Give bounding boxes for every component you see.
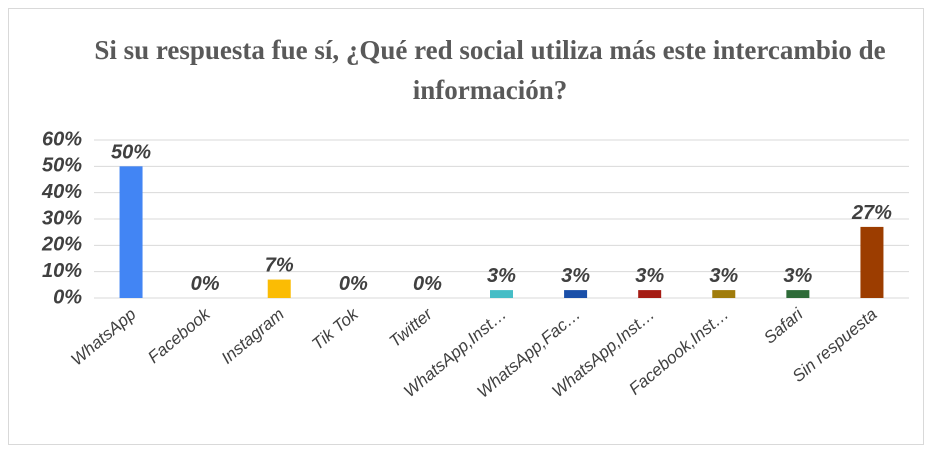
data-label: 27%	[851, 202, 892, 224]
bar	[860, 226, 884, 298]
data-label: 3%	[783, 265, 812, 287]
x-tick-label: Instagram	[218, 305, 288, 368]
x-tick-label: Safari	[760, 304, 807, 348]
bar	[712, 290, 736, 298]
y-tick-label: 10%	[42, 260, 82, 282]
data-label: 0%	[413, 273, 442, 295]
x-tick-label: WhatsApp	[67, 305, 139, 370]
x-tick-label: Twitter	[386, 304, 437, 351]
y-tick-label: 50%	[42, 155, 82, 177]
y-tick-label: 20%	[41, 234, 82, 256]
data-label: 0%	[339, 273, 368, 295]
y-tick-label: 30%	[42, 207, 82, 229]
data-label: 3%	[487, 265, 516, 287]
data-label: 3%	[635, 265, 664, 287]
data-label: 7%	[265, 255, 294, 277]
bar	[786, 290, 810, 298]
bar	[564, 290, 588, 298]
y-tick-label: 0%	[53, 286, 82, 308]
data-label: 50%	[111, 141, 151, 163]
bar	[119, 166, 143, 298]
data-label: 0%	[191, 273, 220, 295]
bar	[638, 290, 662, 298]
chart-title: Si su respuesta fue sí, ¿Qué red social …	[94, 35, 886, 105]
x-tick-label: Tik Tok	[308, 304, 363, 354]
bar	[267, 279, 291, 298]
y-tick-label: 60%	[42, 128, 82, 150]
chart-frame	[8, 8, 924, 445]
data-label: 3%	[709, 265, 738, 287]
x-tick-label: Facebook	[144, 304, 215, 368]
bar	[490, 290, 513, 298]
y-tick-label: 40%	[41, 181, 82, 203]
data-label: 3%	[561, 265, 590, 287]
